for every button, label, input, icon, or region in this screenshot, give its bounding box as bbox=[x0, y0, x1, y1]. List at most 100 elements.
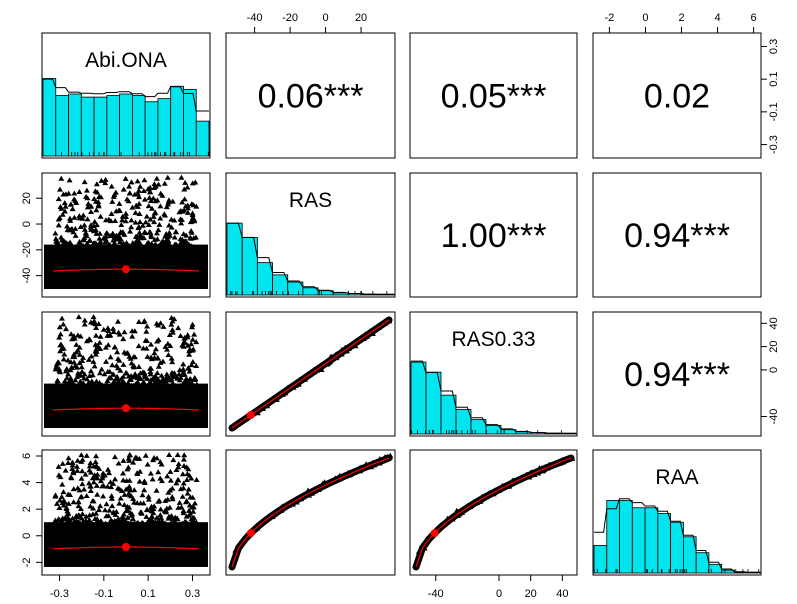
panel-3-3 bbox=[592, 449, 762, 576]
tick-label: -0.3 bbox=[768, 135, 780, 154]
tick-label: 0.1 bbox=[768, 72, 780, 87]
density-curve bbox=[43, 78, 209, 112]
density-curve bbox=[411, 360, 576, 434]
hist-bar bbox=[455, 409, 472, 435]
tick-label: 4 bbox=[21, 480, 33, 486]
panel-0-0 bbox=[41, 32, 211, 159]
scatter-points bbox=[44, 451, 208, 567]
mean-point bbox=[122, 542, 130, 551]
tick-label: 6 bbox=[21, 453, 33, 459]
panel-1-0 bbox=[41, 172, 211, 298]
tick-label: 40 bbox=[768, 317, 780, 329]
panel-2-2 bbox=[409, 311, 578, 437]
correlation-label: 1.00*** bbox=[441, 217, 547, 255]
tick-label: 4 bbox=[714, 12, 720, 24]
tick-label: 20 bbox=[768, 340, 780, 352]
smooth-line bbox=[231, 319, 390, 429]
panel-1-2 bbox=[409, 172, 578, 298]
panel-3-0 bbox=[41, 449, 211, 576]
hist-bar bbox=[119, 93, 133, 157]
tick-label: -2 bbox=[21, 557, 33, 567]
density-curve bbox=[594, 498, 760, 573]
hist-bar bbox=[619, 500, 633, 574]
hist-bar bbox=[256, 262, 273, 296]
panel-3-1 bbox=[225, 449, 396, 576]
panel-0-2 bbox=[409, 32, 578, 159]
hist-bar bbox=[410, 361, 427, 435]
tick-label: -0.1 bbox=[94, 588, 113, 600]
panel-2-0 bbox=[41, 311, 211, 437]
variable-label: RAA bbox=[655, 466, 698, 489]
hist-bar bbox=[657, 513, 672, 574]
tick-label: -40 bbox=[247, 12, 263, 24]
tick-label: 0.1 bbox=[141, 588, 156, 600]
panel-2-3 bbox=[592, 311, 762, 437]
panel-3-2 bbox=[409, 449, 578, 576]
hist-bar bbox=[157, 98, 172, 157]
scatter-points bbox=[228, 452, 394, 571]
hist-bar bbox=[440, 394, 457, 435]
hist-bar bbox=[80, 96, 95, 157]
hist-bar bbox=[131, 95, 146, 157]
hist-bar bbox=[644, 507, 659, 574]
mean-point bbox=[430, 529, 439, 538]
correlation-label: 0.05*** bbox=[441, 78, 547, 116]
tick-label: -40 bbox=[21, 268, 33, 284]
hist-bar bbox=[93, 96, 108, 157]
panel-0-3 bbox=[592, 32, 762, 159]
hist-bar bbox=[606, 500, 620, 574]
variable-label: Abi.ONA bbox=[85, 49, 167, 72]
tick-label: 20 bbox=[525, 588, 537, 600]
smooth-line bbox=[231, 457, 390, 568]
hist-bar bbox=[302, 287, 319, 296]
tick-label: 0.3 bbox=[768, 39, 780, 54]
tick-label: 20 bbox=[355, 12, 367, 24]
tick-label: 0.3 bbox=[185, 588, 200, 600]
panel-1-1 bbox=[225, 172, 396, 298]
hist-bar bbox=[68, 93, 82, 157]
tick-label: 0 bbox=[323, 12, 329, 24]
mean-point bbox=[246, 411, 255, 420]
tick-label: 20 bbox=[21, 192, 33, 204]
tick-label: 0 bbox=[768, 367, 780, 373]
scatter-points bbox=[44, 174, 208, 289]
mean-point bbox=[122, 265, 130, 274]
tick-label: 6 bbox=[751, 12, 757, 24]
tick-label: -20 bbox=[282, 12, 298, 24]
correlation-label: 0.06*** bbox=[258, 78, 364, 116]
variable-label: RAS bbox=[289, 189, 332, 212]
tick-label: 0 bbox=[21, 221, 33, 227]
hist-bar bbox=[670, 521, 684, 574]
panel-2-1 bbox=[225, 311, 396, 437]
hist-bar bbox=[42, 78, 57, 157]
tick-label: 0 bbox=[496, 588, 502, 600]
tick-label: 2 bbox=[678, 12, 684, 24]
hist-bar bbox=[631, 507, 646, 574]
tick-label: -40 bbox=[768, 409, 780, 425]
panel-0-1 bbox=[225, 32, 396, 159]
correlation-label: 0.94*** bbox=[624, 217, 730, 255]
hist-bar bbox=[226, 222, 243, 296]
tick-label: -0.3 bbox=[50, 588, 69, 600]
hist-bar bbox=[593, 545, 608, 574]
hist-bar bbox=[272, 274, 289, 296]
hist-bar bbox=[195, 120, 210, 157]
correlation-label: 0.94*** bbox=[624, 356, 730, 394]
hist-bar bbox=[144, 101, 159, 157]
hist-bar bbox=[470, 419, 487, 435]
tick-label: -40 bbox=[428, 588, 444, 600]
tick-label: -2 bbox=[605, 12, 615, 24]
tick-label: 0 bbox=[21, 533, 33, 539]
variable-label: RAS0.33 bbox=[451, 328, 535, 351]
tick-label: 0 bbox=[642, 12, 648, 24]
hist-bar bbox=[170, 85, 184, 157]
tick-label: 2 bbox=[21, 506, 33, 512]
hist-bar bbox=[55, 95, 69, 157]
tick-label: -0.1 bbox=[768, 102, 780, 121]
mean-point bbox=[122, 404, 130, 413]
tick-label: 40 bbox=[556, 588, 568, 600]
correlation-label: 0.02 bbox=[644, 78, 710, 116]
mean-point bbox=[246, 529, 255, 538]
